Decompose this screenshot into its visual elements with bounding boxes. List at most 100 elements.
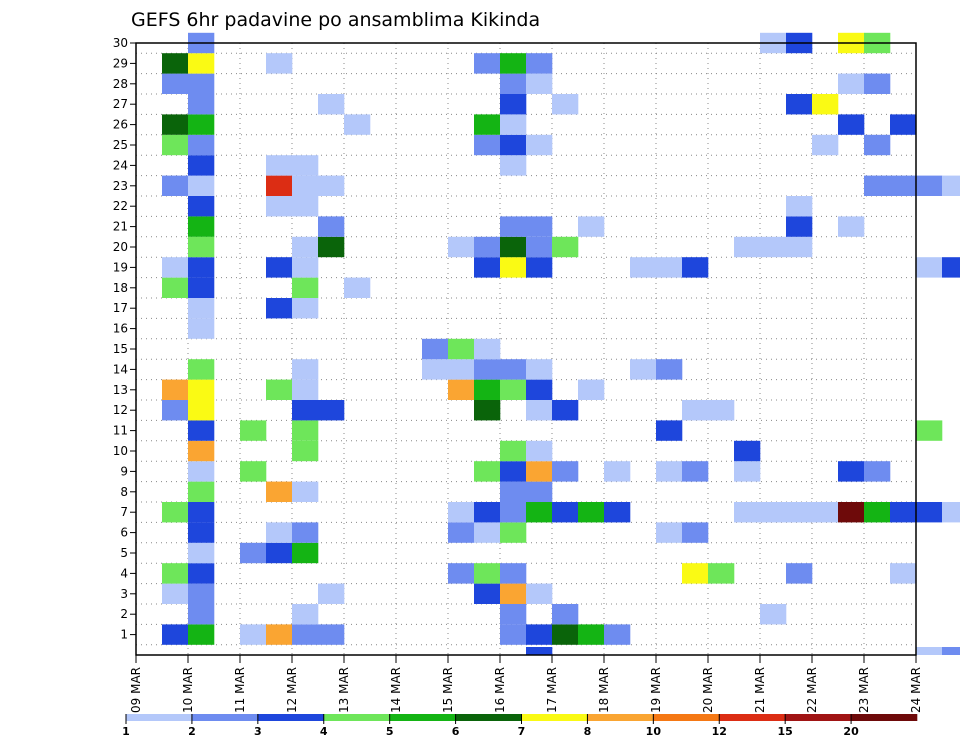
heatmap-cell [786,236,813,258]
heatmap-cell [162,114,189,135]
heatmap-cell [604,502,631,523]
x-tick-label: 20 MAR [701,667,715,713]
heatmap-cell [734,502,761,523]
heatmap-cell [864,134,891,156]
y-tick-label: 5 [120,546,128,560]
heatmap-cell [474,563,501,584]
colorbar-label: 5 [386,725,394,738]
heatmap-cell [474,134,501,156]
heatmap-cell [448,563,475,584]
heatmap-cell [500,604,527,625]
y-tick-label: 2 [120,607,128,621]
y-tick-label: 17 [113,301,128,315]
y-tick-label: 18 [113,281,128,295]
heatmap-cell [188,522,215,543]
colorbar-segment [257,714,325,721]
heatmap-cell [656,522,683,543]
colorbar-label: 15 [778,725,793,738]
y-tick-label: 9 [120,464,128,478]
heatmap-cell [500,522,527,543]
heatmap-cell [240,624,267,645]
x-tick-label: 10 MAR [181,667,195,713]
heatmap-cell [500,563,527,584]
y-tick-label: 10 [113,444,128,458]
heatmap-cell [266,175,293,196]
heatmap-cell [500,359,527,380]
heatmap-cell [838,216,865,237]
x-tick-label: 18 MAR [597,667,611,713]
heatmap-cell [942,502,960,523]
heatmap-cell [188,236,215,258]
heatmap-cell [942,647,960,655]
colorbar-legend: 1 2 3 4 5 6 7 8 10 12 15 20 [122,714,918,738]
x-tick-label: 09 MAR [129,667,143,713]
heatmap-cell [162,583,189,604]
y-tick-label: 16 [113,322,128,336]
heatmap-cell [942,175,960,196]
heatmap-cell [864,461,891,482]
heatmap-cell [500,481,527,502]
colorbar-segment [389,714,456,721]
heatmap-cell [552,604,579,625]
y-tick-label: 4 [120,566,128,580]
heatmap-cell [500,94,527,115]
heatmap-cell [188,175,215,196]
heatmap-cell [526,440,553,462]
heatmap-cell [292,440,319,462]
colorbar-segment [126,714,193,721]
heatmap-cell [474,583,501,604]
heatmap-cell [188,481,215,502]
heatmap-cell [292,175,319,196]
x-tick-label: 24 MAR [909,667,923,713]
heatmap-cell [162,134,189,156]
heatmap-cell [916,502,943,523]
heatmap-cell [526,624,553,645]
heatmap-cell [162,563,189,584]
colorbar-segment [653,714,720,721]
heatmap-cell [266,257,293,278]
heatmap-cell [318,624,345,645]
heatmap-cell [344,277,371,298]
y-tick-label: 11 [113,424,128,438]
heatmap-cell [188,114,215,135]
heatmap-cell [292,196,319,217]
heatmap-cell [916,420,943,441]
x-tick-label: 13 MAR [337,667,351,713]
y-tick-label: 13 [113,383,128,397]
heatmap-cells [162,32,960,655]
heatmap-cell [188,155,215,176]
heatmap-cell [240,461,267,482]
heatmap-cell [682,400,709,421]
heatmap-cell [474,257,501,278]
heatmap-cell [292,604,319,625]
heatmap-cell [474,338,501,360]
x-tick-label: 23 MAR [857,667,871,713]
heatmap-cell [474,461,501,482]
heatmap-cell [578,624,605,645]
heatmap-cell [500,440,527,462]
heatmap-cell [188,298,215,319]
heatmap-cell [604,461,631,482]
colorbar-label: 1 [122,725,130,738]
heatmap-cell [500,583,527,604]
heatmap-cell [812,502,839,523]
x-tick-label: 21 MAR [753,667,767,713]
heatmap-cell [526,583,553,604]
y-tick-label: 6 [120,526,128,540]
heatmap-cell [292,257,319,278]
heatmap-cell [942,257,960,278]
x-tick-label: 22 MAR [805,667,819,713]
heatmap-cell [474,359,501,380]
heatmap-cell [188,502,215,523]
heatmap-cell [526,134,553,156]
heatmap-cell [162,400,189,421]
heatmap-cell [682,461,709,482]
heatmap-cell [422,338,449,360]
heatmap-cell [786,216,813,237]
heatmap-cell [604,624,631,645]
heatmap-cell [188,583,215,604]
colorbar-segment [719,714,786,721]
heatmap-cell [292,379,319,400]
heatmap-cell [786,563,813,584]
colorbar-segment [785,714,852,721]
